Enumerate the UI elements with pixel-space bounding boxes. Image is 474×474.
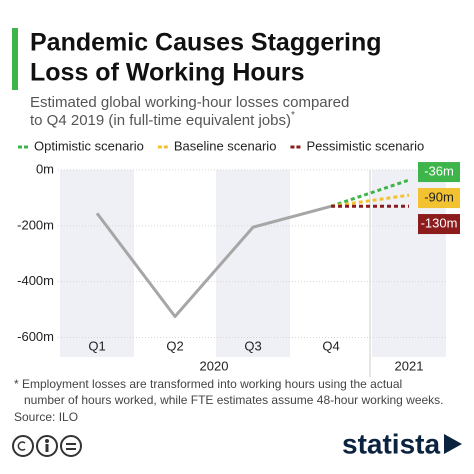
- legend-label: Pessimistic scenario: [306, 138, 424, 153]
- y-tick-label: -200m: [17, 217, 54, 232]
- subtitle-note: *: [291, 110, 295, 121]
- x-tick-label: Q3: [244, 338, 261, 353]
- year-label: 2021: [395, 358, 424, 373]
- subtitle-text: to Q4 2019 (in full-time equivalent jobs…: [30, 112, 291, 129]
- x-tick-label: Q4: [322, 338, 339, 353]
- x-tick-label: Q1: [88, 338, 105, 353]
- value-label: -90m: [424, 189, 454, 204]
- source: Source: ILO: [14, 410, 78, 424]
- value-label-box: [418, 214, 460, 235]
- scenario-line: [330, 193, 410, 208]
- chart-subtitle: Estimated global working-hour losses com…: [30, 94, 349, 111]
- plot: 0m -200m -400m -600m Q1 Q2 Q3 Q4 2020 2021 -36m -90…: [17, 138, 460, 377]
- y-tick-label: 0m: [36, 161, 54, 176]
- value-label-box: [418, 162, 460, 183]
- value-label: -130m: [421, 215, 458, 230]
- legend-label: Baseline scenario: [174, 138, 277, 153]
- license-icons: [12, 435, 82, 457]
- data-line: [95, 204, 332, 319]
- brand-logo: statista: [342, 428, 440, 459]
- y-tick-label: -600m: [17, 329, 54, 344]
- year-label: 2020: [200, 358, 229, 373]
- y-tick-label: -400m: [17, 273, 54, 288]
- column-band: [216, 170, 290, 357]
- footnote: number of hours worked, while FTE estima…: [24, 393, 444, 407]
- value-label: -36m: [424, 163, 454, 178]
- column-band: [60, 170, 134, 357]
- legend-label: Optimistic scenario: [34, 138, 144, 153]
- brand-icon: [444, 434, 462, 454]
- chart-subtitle: to Q4 2019 (in full-time equivalent jobs…: [30, 110, 295, 129]
- chart-title: Pandemic Causes Staggering: [30, 29, 382, 57]
- x-tick-label: Q2: [166, 338, 183, 353]
- chart-title: Loss of Working Hours: [30, 59, 305, 87]
- value-label-box: [418, 188, 460, 209]
- footnote: * Employment losses are transformed into…: [14, 377, 402, 391]
- title-accent: [12, 28, 18, 90]
